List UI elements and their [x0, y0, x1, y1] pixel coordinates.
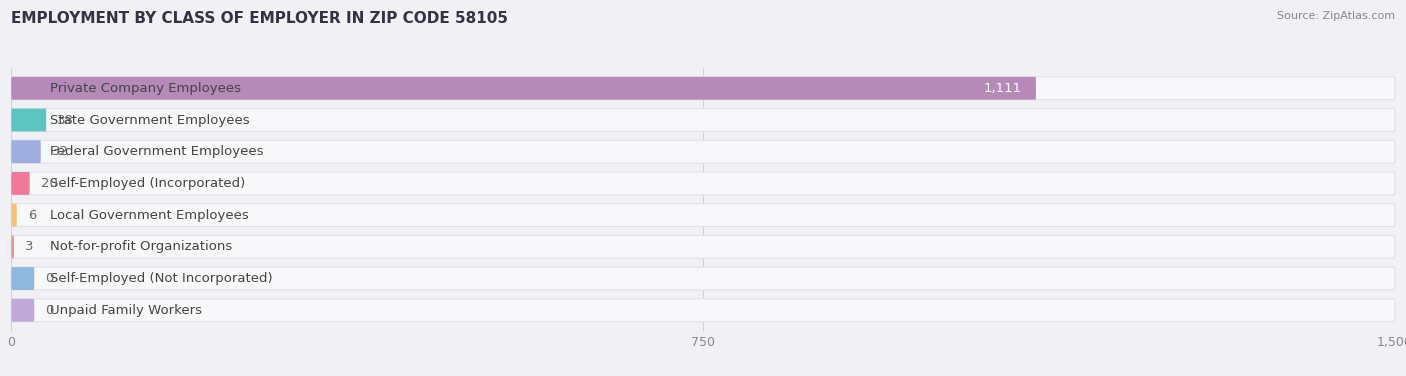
- Text: 3: 3: [25, 240, 34, 253]
- Text: Source: ZipAtlas.com: Source: ZipAtlas.com: [1277, 11, 1395, 21]
- Text: Private Company Employees: Private Company Employees: [51, 82, 240, 95]
- FancyBboxPatch shape: [11, 140, 1395, 163]
- Text: State Government Employees: State Government Employees: [51, 114, 250, 126]
- Text: 32: 32: [52, 145, 69, 158]
- Text: Local Government Employees: Local Government Employees: [51, 209, 249, 221]
- Text: 6: 6: [28, 209, 37, 221]
- FancyBboxPatch shape: [11, 204, 1395, 227]
- FancyBboxPatch shape: [11, 77, 1036, 100]
- FancyBboxPatch shape: [11, 172, 1395, 195]
- Text: 38: 38: [58, 114, 75, 126]
- Text: Not-for-profit Organizations: Not-for-profit Organizations: [51, 240, 232, 253]
- Text: EMPLOYMENT BY CLASS OF EMPLOYER IN ZIP CODE 58105: EMPLOYMENT BY CLASS OF EMPLOYER IN ZIP C…: [11, 11, 508, 26]
- FancyBboxPatch shape: [11, 235, 14, 258]
- FancyBboxPatch shape: [11, 299, 34, 322]
- FancyBboxPatch shape: [11, 109, 46, 132]
- FancyBboxPatch shape: [11, 235, 1395, 258]
- FancyBboxPatch shape: [11, 267, 34, 290]
- Text: Federal Government Employees: Federal Government Employees: [51, 145, 263, 158]
- FancyBboxPatch shape: [11, 299, 1395, 322]
- Text: 0: 0: [45, 304, 53, 317]
- Text: 20: 20: [41, 177, 58, 190]
- Text: Self-Employed (Not Incorporated): Self-Employed (Not Incorporated): [51, 272, 273, 285]
- Text: 0: 0: [45, 272, 53, 285]
- FancyBboxPatch shape: [11, 140, 41, 163]
- FancyBboxPatch shape: [11, 109, 1395, 132]
- FancyBboxPatch shape: [11, 204, 17, 227]
- Text: Unpaid Family Workers: Unpaid Family Workers: [51, 304, 202, 317]
- FancyBboxPatch shape: [11, 267, 1395, 290]
- Text: Self-Employed (Incorporated): Self-Employed (Incorporated): [51, 177, 245, 190]
- FancyBboxPatch shape: [11, 172, 30, 195]
- FancyBboxPatch shape: [11, 77, 1395, 100]
- Text: 1,111: 1,111: [984, 82, 1022, 95]
